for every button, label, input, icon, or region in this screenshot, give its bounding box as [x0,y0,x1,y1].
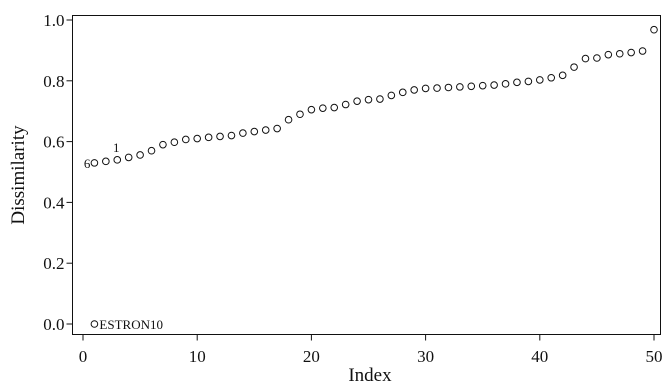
point-annotations: ESTRON10 6 1 [84,140,163,332]
data-point [136,151,144,159]
data-point [467,82,476,91]
data-point [147,146,156,155]
y-axis: 0.0 0.2 0.4 0.6 0.8 1.0 [43,11,73,334]
y-tick-label: 1.0 [43,11,64,30]
data-point [421,84,430,93]
data-point [501,80,510,88]
data-point [296,110,304,119]
data-point [536,76,544,84]
data-point [490,81,498,89]
y-tick-label: 0.2 [43,254,64,273]
data-point [113,156,122,164]
data-point [341,100,350,109]
data-point [102,157,110,166]
x-tick-label: 0 [79,347,88,366]
data-point [650,25,658,34]
data-point [444,83,453,92]
point-annotation-label: 6 [84,156,91,171]
y-axis-title: Dissimilarity [8,125,29,225]
y-tick-label: 0.8 [43,72,64,91]
data-point [547,73,556,82]
x-tick-label: 20 [303,347,320,366]
data-point [193,134,201,143]
data-point [615,49,624,58]
data-point [524,77,533,86]
data-point [250,127,259,136]
data-point [159,140,167,149]
x-tick-label: 40 [531,347,548,366]
data-point [364,95,373,104]
data-point [239,129,247,137]
point-annotation-label: ESTRON10 [99,317,163,332]
x-tick-label: 10 [189,347,206,366]
data-point [353,97,361,105]
data-point [410,86,418,94]
y-tick-label: 0.0 [43,315,64,334]
x-axis: 0 10 20 30 40 50 [79,334,663,366]
point-annotation-label: 1 [113,140,120,155]
data-point [261,126,270,134]
x-axis-title: Index [348,365,392,383]
data-point [273,124,281,133]
data-point [433,84,441,92]
data-point [604,50,613,59]
data-point [581,54,590,63]
data-point [181,135,190,144]
data-point [204,133,213,142]
data-point [90,320,99,328]
data-point [284,115,293,124]
data-point [478,81,487,90]
data-point [513,78,521,87]
data-point [90,159,99,167]
data-point [387,91,396,100]
x-tick-label: 30 [417,347,434,366]
data-point [398,88,407,97]
data-point [593,54,601,62]
data-point [319,104,327,112]
data-point [330,103,339,112]
data-point [170,138,179,147]
data-point [558,71,567,80]
data-point [216,132,224,141]
y-tick-label: 0.6 [43,133,64,152]
data-point [570,63,578,71]
x-tick-label: 50 [646,347,663,366]
data-point [376,95,384,103]
data-point [456,83,464,91]
data-point [627,48,635,57]
y-tick-label: 0.4 [43,193,65,212]
data-point [227,131,236,140]
data-point [638,47,647,55]
plot-frame [72,15,661,335]
data-point [307,105,316,114]
data-point [124,153,133,162]
data-points [90,25,658,328]
